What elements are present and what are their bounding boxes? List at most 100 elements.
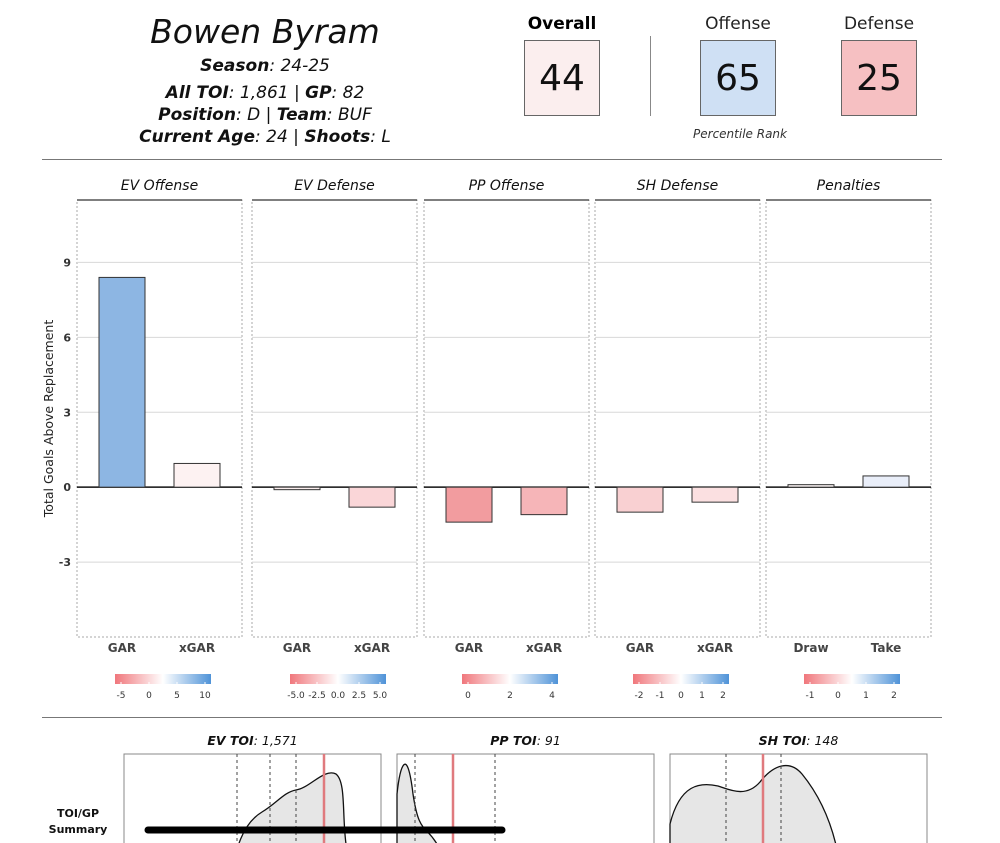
bar-gar: [616, 486, 664, 513]
bar-gar: [98, 276, 146, 488]
facet-pp-offense: PP Offense GAR xGAR 0 2 4: [423, 178, 590, 701]
position-value: : D |: [235, 105, 277, 125]
facet-panel-border: [594, 199, 761, 638]
player-header: Bowen Byram Season: 24-25 All TOI: 1,861…: [0, 0, 1000, 160]
bar-take: [862, 475, 910, 488]
season-value: : 24-25: [269, 56, 330, 76]
shoots-value: : L: [370, 127, 391, 147]
x-tick-label: xGAR: [179, 641, 215, 655]
toi-panel-title-value: : 148: [806, 733, 838, 748]
toi-density-curve: [396, 763, 438, 843]
offense-value-box: 65: [700, 40, 776, 116]
color-scale-tick-label: 4: [549, 691, 555, 701]
facet-title: PP Offense: [469, 178, 545, 194]
bar-xgar: [348, 486, 396, 508]
facet-panel-border: [765, 199, 932, 638]
x-tick-label: xGAR: [526, 641, 562, 655]
toi-panel-title-label: PP TOI: [490, 733, 537, 748]
toi-label: All TOI: [165, 83, 229, 103]
color-scale-tick-label: 5: [174, 691, 180, 701]
team-value: : BUF: [326, 105, 372, 125]
color-scale-tick-label: 2.5: [352, 691, 366, 701]
bar-xgar: [173, 462, 221, 488]
shoots-label: Shoots: [304, 127, 371, 147]
toi-row-label: Summary: [49, 823, 108, 836]
color-scale-tick-label: 1: [863, 691, 869, 701]
color-scale-tick-label: 0: [678, 691, 684, 701]
age-value: : 24 |: [255, 127, 305, 147]
x-tick-label: GAR: [626, 641, 654, 655]
position-team-line: Position: D | Team: BUF: [120, 105, 410, 125]
offense-label: Offense: [705, 14, 771, 34]
color-scale-bar: [633, 674, 729, 684]
toi-value: : 1,861 |: [228, 83, 306, 103]
toi-panel-title-label: EV TOI: [207, 733, 254, 748]
color-scale-tick-label: 5.0: [373, 691, 388, 701]
gp-label: GP: [305, 83, 332, 103]
toi-row-label: TOI/GP: [57, 807, 99, 820]
color-scale-tick-label: -1: [806, 691, 815, 701]
color-scale-bar: [804, 674, 900, 684]
overall-label: Overall: [527, 14, 597, 34]
score-divider: [650, 36, 651, 116]
team-label: Team: [276, 105, 327, 125]
player-name: Bowen Byram: [150, 12, 380, 51]
x-tick-label: xGAR: [697, 641, 733, 655]
facet-title: Penalties: [817, 178, 881, 194]
x-tick-label: GAR: [108, 641, 136, 655]
toi-panel-title-label: SH TOI: [759, 733, 807, 748]
color-scale-bar: [462, 674, 558, 684]
facet-panel-border: [76, 199, 243, 638]
chart-divider: [42, 717, 942, 718]
toi-panel-title: EV TOI: 1,571: [207, 733, 297, 748]
y-tick-label: -3: [59, 556, 71, 569]
bar-draw: [787, 484, 835, 488]
x-tick-label: Take: [871, 641, 902, 655]
toi-panel-title: PP TOI: 91: [490, 733, 561, 748]
color-scale-tick-label: 2: [720, 691, 726, 701]
facet-panel-border: [251, 199, 418, 638]
color-scale-bar: [290, 674, 386, 684]
color-scale-bar: [115, 674, 211, 684]
bar-xgar: [520, 486, 568, 516]
bar-xgar: [691, 486, 739, 503]
color-scale-tick-label: -1: [656, 691, 665, 701]
color-scale-tick-label: 0: [835, 691, 841, 701]
facet-title: EV Defense: [294, 178, 375, 194]
color-scale-tick-label: 2: [507, 691, 513, 701]
color-scale-tick-label: 0: [146, 691, 152, 701]
defense-value-box: 25: [841, 40, 917, 116]
color-scale-tick-label: -5.0: [287, 691, 305, 701]
toi-summary-chart: TOI/GP Summary EV TOI: 1,571 PP TOI: 91 SH T…: [49, 733, 928, 843]
toi-gp-line: All TOI: 1,861 | GP: 82: [120, 83, 410, 103]
gar-chart: Total Goals Above Replacement -3 0 3 6 9 EV Of…: [41, 178, 932, 701]
age-shoots-line: Current Age: 24 | Shoots: L: [120, 127, 410, 147]
facet-ev-defense: EV Defense GAR xGAR -5.0 -2.5 0.0 2.5 5.0: [251, 178, 418, 701]
y-tick-label: 9: [63, 256, 71, 269]
defense-label: Defense: [843, 14, 915, 34]
position-label: Position: [158, 105, 236, 125]
color-scale-tick-label: 2: [891, 691, 897, 701]
toi-density-curve: [669, 764, 837, 843]
facet-penalties: Penalties Draw Take -1 0 1 2: [765, 178, 932, 701]
color-scale-tick-label: 10: [199, 691, 211, 701]
overall-score: Overall 44: [524, 14, 600, 116]
x-tick-label: Draw: [793, 641, 828, 655]
y-axis-label: Total Goals Above Replacement: [41, 320, 56, 519]
header-divider: [42, 159, 942, 160]
facet-title: EV Offense: [121, 178, 198, 194]
toi-density-curve: [238, 772, 347, 843]
x-tick-label: GAR: [283, 641, 311, 655]
y-tick-label: 6: [63, 331, 71, 344]
color-scale-tick-label: -5: [117, 691, 126, 701]
season-label: Season: [200, 56, 270, 76]
color-scale-tick-label: 1: [699, 691, 705, 701]
x-tick-label: GAR: [455, 641, 483, 655]
offense-score: Offense 65: [700, 14, 776, 116]
overall-value-box: 44: [524, 40, 600, 116]
age-label: Current Age: [139, 127, 255, 147]
color-scale-tick-label: 0.0: [331, 691, 346, 701]
gp-value: : 82: [331, 83, 365, 103]
facet-sh-defense: SH Defense GAR xGAR -2 -1 0 1 2: [594, 178, 761, 701]
color-scale-tick-label: 0: [465, 691, 471, 701]
